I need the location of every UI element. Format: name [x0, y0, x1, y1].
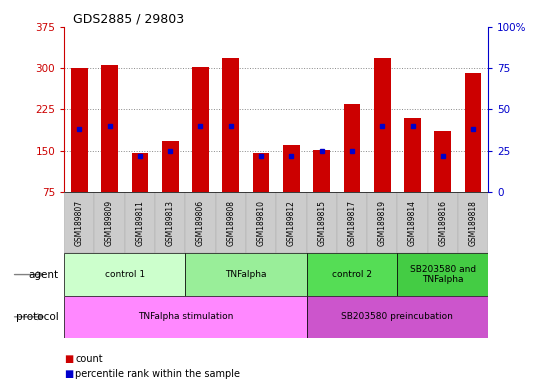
Text: TNFalpha: TNFalpha [225, 270, 267, 279]
Bar [94, 192, 125, 253]
Text: TNFalpha stimulation: TNFalpha stimulation [138, 312, 233, 321]
Text: agent: agent [28, 270, 59, 280]
Text: GSM189809: GSM189809 [105, 200, 114, 246]
Text: GSM189817: GSM189817 [348, 200, 357, 246]
Text: ■: ■ [64, 354, 74, 364]
Text: GSM189810: GSM189810 [257, 200, 266, 246]
Bar [435, 131, 451, 192]
Bar [367, 192, 397, 253]
Bar [192, 67, 209, 192]
Text: GSM189808: GSM189808 [227, 200, 235, 246]
Bar [64, 192, 94, 253]
Bar [458, 192, 488, 253]
Bar [306, 296, 488, 338]
Text: SB203580 preincubation: SB203580 preincubation [341, 312, 453, 321]
Bar [125, 192, 155, 253]
Bar [465, 73, 482, 192]
Text: GSM189812: GSM189812 [287, 200, 296, 246]
Bar [337, 192, 367, 253]
Bar [101, 65, 118, 192]
Bar [223, 58, 239, 192]
Bar [313, 150, 330, 192]
Text: GSM189814: GSM189814 [408, 200, 417, 246]
Text: protocol: protocol [16, 312, 59, 322]
Bar [404, 118, 421, 192]
Bar [397, 192, 427, 253]
Bar [155, 192, 185, 253]
Text: GSM189819: GSM189819 [378, 200, 387, 246]
Bar [185, 253, 306, 296]
Text: GSM189811: GSM189811 [136, 200, 145, 246]
Bar [427, 192, 458, 253]
Text: GDS2885 / 29803: GDS2885 / 29803 [73, 13, 184, 26]
Bar [283, 145, 300, 192]
Text: GSM189813: GSM189813 [166, 200, 175, 246]
Bar [215, 192, 246, 253]
Text: GSM189806: GSM189806 [196, 200, 205, 246]
Bar [306, 253, 397, 296]
Text: count: count [75, 354, 103, 364]
Text: GSM189815: GSM189815 [317, 200, 326, 246]
Bar [276, 192, 306, 253]
Text: GSM189816: GSM189816 [439, 200, 448, 246]
Text: GSM189818: GSM189818 [469, 200, 478, 246]
Text: SB203580 and
TNFalpha: SB203580 and TNFalpha [410, 265, 476, 284]
Bar [397, 253, 488, 296]
Bar [253, 154, 270, 192]
Bar [162, 141, 179, 192]
Bar [71, 68, 88, 192]
Text: control 1: control 1 [105, 270, 145, 279]
Bar [132, 154, 148, 192]
Text: ■: ■ [64, 369, 74, 379]
Text: percentile rank within the sample: percentile rank within the sample [75, 369, 240, 379]
Bar [185, 192, 215, 253]
Text: control 2: control 2 [332, 270, 372, 279]
Bar [64, 296, 306, 338]
Bar [344, 104, 360, 192]
Bar [64, 253, 185, 296]
Bar [306, 192, 337, 253]
Bar [246, 192, 276, 253]
Bar [374, 58, 391, 192]
Text: GSM189807: GSM189807 [75, 200, 84, 246]
